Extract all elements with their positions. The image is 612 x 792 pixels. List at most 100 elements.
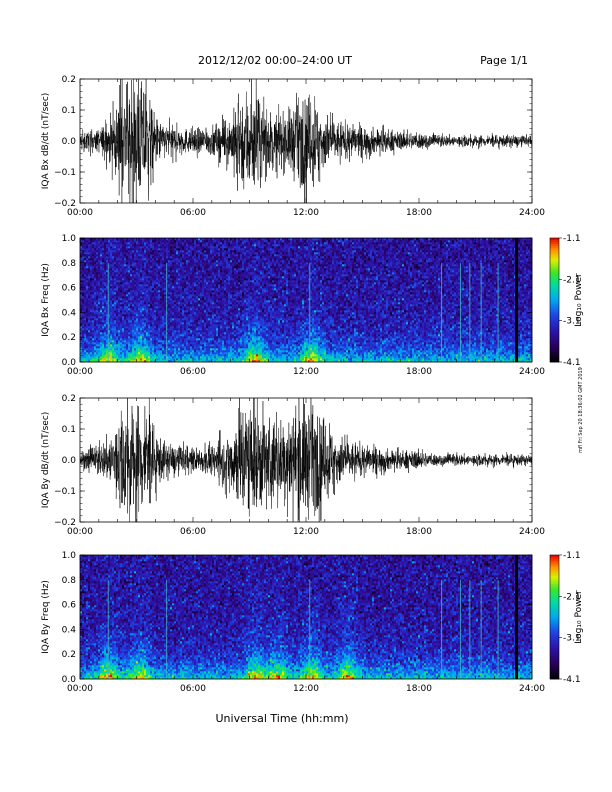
spectrogram-cell — [226, 296, 228, 298]
spectrogram-cell — [210, 258, 212, 260]
spectrogram-cell — [232, 272, 234, 274]
spectrogram-cell — [146, 300, 148, 302]
spectrogram-cell — [128, 258, 130, 260]
spectrogram-cell — [130, 326, 132, 328]
spectrogram-cell — [226, 298, 228, 300]
spectrogram-cell — [218, 320, 220, 322]
spectrogram-cell — [202, 300, 204, 302]
spectrogram-cell — [174, 342, 176, 344]
spectrogram-cell — [158, 244, 160, 246]
spectrogram-cell — [174, 324, 176, 326]
spectrogram-cell — [226, 304, 228, 306]
spectrogram-cell — [202, 282, 204, 284]
spectrogram-cell — [202, 272, 204, 274]
spectrogram-cell — [184, 284, 186, 286]
spectrogram-cell — [112, 342, 114, 344]
spectrogram-cell — [130, 286, 132, 288]
spectrogram-cell — [214, 268, 216, 270]
spectrogram-cell — [214, 288, 216, 290]
spectrogram-cell — [120, 294, 122, 296]
spectrogram-cell — [194, 244, 196, 246]
spectrogram-cell — [82, 252, 84, 254]
spectrogram-cell — [176, 240, 178, 242]
spectrogram-cell — [180, 250, 182, 252]
spectrogram-cell — [224, 260, 226, 262]
spectrogram-cell — [220, 346, 222, 348]
spectrogram-cell — [142, 258, 144, 260]
spectrogram-cell — [130, 304, 132, 306]
spectrogram-cell — [182, 268, 184, 270]
spectrogram-cell — [188, 294, 190, 296]
spectrogram-cell — [182, 324, 184, 326]
spectrogram-cell — [130, 292, 132, 294]
spectrogram-cell — [158, 340, 160, 342]
spectrogram-cell — [102, 342, 104, 344]
spectrogram-cell — [176, 244, 178, 246]
spectrogram-cell — [162, 320, 164, 322]
spectrogram-cell — [218, 314, 220, 316]
spectrogram-cell — [132, 342, 134, 344]
spectrogram-cell — [154, 354, 156, 356]
spectrogram-cell — [110, 320, 112, 322]
spectrogram-cell — [188, 282, 190, 284]
spectrogram-cell — [158, 334, 160, 336]
spectrogram-cell — [120, 290, 122, 292]
spectrogram-cell — [112, 282, 114, 284]
spectrogram-cell — [100, 302, 102, 304]
spectrogram-cell — [86, 266, 88, 268]
spectrogram-cell — [188, 332, 190, 334]
spectrogram-cell — [102, 334, 104, 336]
spectrogram-cell — [204, 244, 206, 246]
spectrogram-cell — [110, 352, 112, 354]
spectrogram-cell — [90, 320, 92, 322]
spectrogram-cell — [138, 324, 140, 326]
spectrogram-cell — [144, 340, 146, 342]
spectrogram-cell — [104, 288, 106, 290]
spectrogram-cell — [214, 320, 216, 322]
spectrogram-cell — [222, 262, 224, 264]
spectrogram-cell — [100, 298, 102, 300]
spectrogram-cell — [154, 308, 156, 310]
spectrogram-cell — [206, 270, 208, 272]
spectrogram-cell — [90, 246, 92, 248]
spectrogram-cell — [118, 310, 120, 312]
spectrogram-cell — [178, 260, 180, 262]
spectrogram-cell — [146, 326, 148, 328]
spectrogram-cell — [146, 324, 148, 326]
spectrogram-cell — [184, 352, 186, 354]
spectrogram-cell — [216, 326, 218, 328]
spectrogram-cell — [218, 338, 220, 340]
spectrogram-cell — [144, 358, 146, 360]
spectrogram-cell — [214, 306, 216, 308]
spectrogram-cell — [186, 312, 188, 314]
spectrogram-cell — [160, 336, 162, 338]
spectrogram-cell — [138, 256, 140, 258]
spectrogram-cell — [184, 306, 186, 308]
spectrogram-cell — [198, 294, 200, 296]
spectrogram-cell — [192, 258, 194, 260]
spectrogram-cell — [88, 276, 90, 278]
spectrogram-cell — [94, 358, 96, 360]
spectrogram-cell — [88, 324, 90, 326]
spectrogram-cell — [128, 242, 130, 244]
spectrogram-cell — [84, 344, 86, 346]
spectrogram-cell — [222, 310, 224, 312]
spectrogram-cell — [136, 278, 138, 280]
spectrogram-cell — [224, 254, 226, 256]
spectrogram-cell — [146, 338, 148, 340]
spectrogram-cell — [230, 322, 232, 324]
spectrogram-cell — [140, 254, 142, 256]
spectrogram-cell — [226, 284, 228, 286]
spectrogram-cell — [112, 296, 114, 298]
spectrogram-cell — [162, 316, 164, 318]
spectrogram-cell — [142, 328, 144, 330]
spectrogram-cell — [196, 314, 198, 316]
spectrogram-cell — [154, 324, 156, 326]
spectrogram-cell — [90, 348, 92, 350]
spectrogram-cell — [210, 342, 212, 344]
spectrogram-cell — [134, 336, 136, 338]
spectrogram-cell — [102, 288, 104, 290]
spectrogram-cell — [98, 328, 100, 330]
spectrogram-cell — [214, 350, 216, 352]
spectrogram-cell — [104, 246, 106, 248]
